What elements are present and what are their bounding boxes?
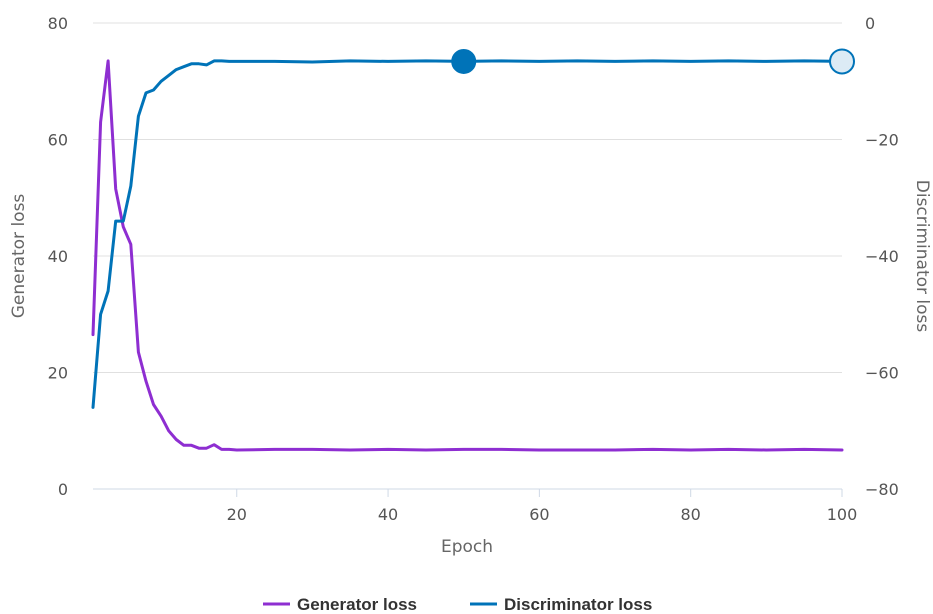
- y-right-tick-label: −60: [865, 364, 899, 383]
- y-axis-right-title: Discriminator loss: [912, 180, 932, 333]
- legend: Generator loss Discriminator loss: [263, 595, 652, 614]
- y-right-tick-label: −40: [865, 247, 899, 266]
- y-left-tick-label: 80: [48, 14, 68, 33]
- y-left-tick-label: 40: [48, 247, 68, 266]
- y-left-tick-label: 0: [58, 480, 68, 499]
- y-right-tick-label: 0: [865, 14, 875, 33]
- x-tick-label: 60: [529, 505, 549, 524]
- x-tick-label: 80: [681, 505, 701, 524]
- x-tick-label: 100: [827, 505, 858, 524]
- marker-layer: [451, 48, 855, 75]
- y-left-tick-label: 60: [48, 131, 68, 150]
- grid-layer: [93, 22, 842, 373]
- y-axis-left-title: Generator loss: [9, 194, 29, 319]
- x-axis-title: Epoch: [441, 537, 493, 557]
- legend-label-discriminator: Discriminator loss: [504, 595, 652, 614]
- series-line-discriminator[interactable]: [91, 59, 844, 409]
- series-line-generator[interactable]: [91, 59, 844, 452]
- hover-marker[interactable]: [829, 48, 855, 75]
- x-tick-label: 40: [378, 505, 398, 524]
- legend-item-discriminator[interactable]: Discriminator loss: [470, 595, 652, 614]
- x-tick-label: 20: [227, 505, 247, 524]
- axis-layer: 0 20 40 60 80 −80 −60 −40 −20 0 20 40 60 80 100: [48, 14, 899, 524]
- series-layer: [91, 59, 844, 452]
- y-right-tick-label: −80: [865, 480, 899, 499]
- y-left-tick-label: 20: [48, 364, 68, 383]
- y-right-tick-label: −20: [865, 131, 899, 150]
- highlight-marker[interactable]: [451, 48, 477, 74]
- legend-label-generator: Generator loss: [297, 595, 417, 614]
- legend-item-generator[interactable]: Generator loss: [263, 595, 417, 614]
